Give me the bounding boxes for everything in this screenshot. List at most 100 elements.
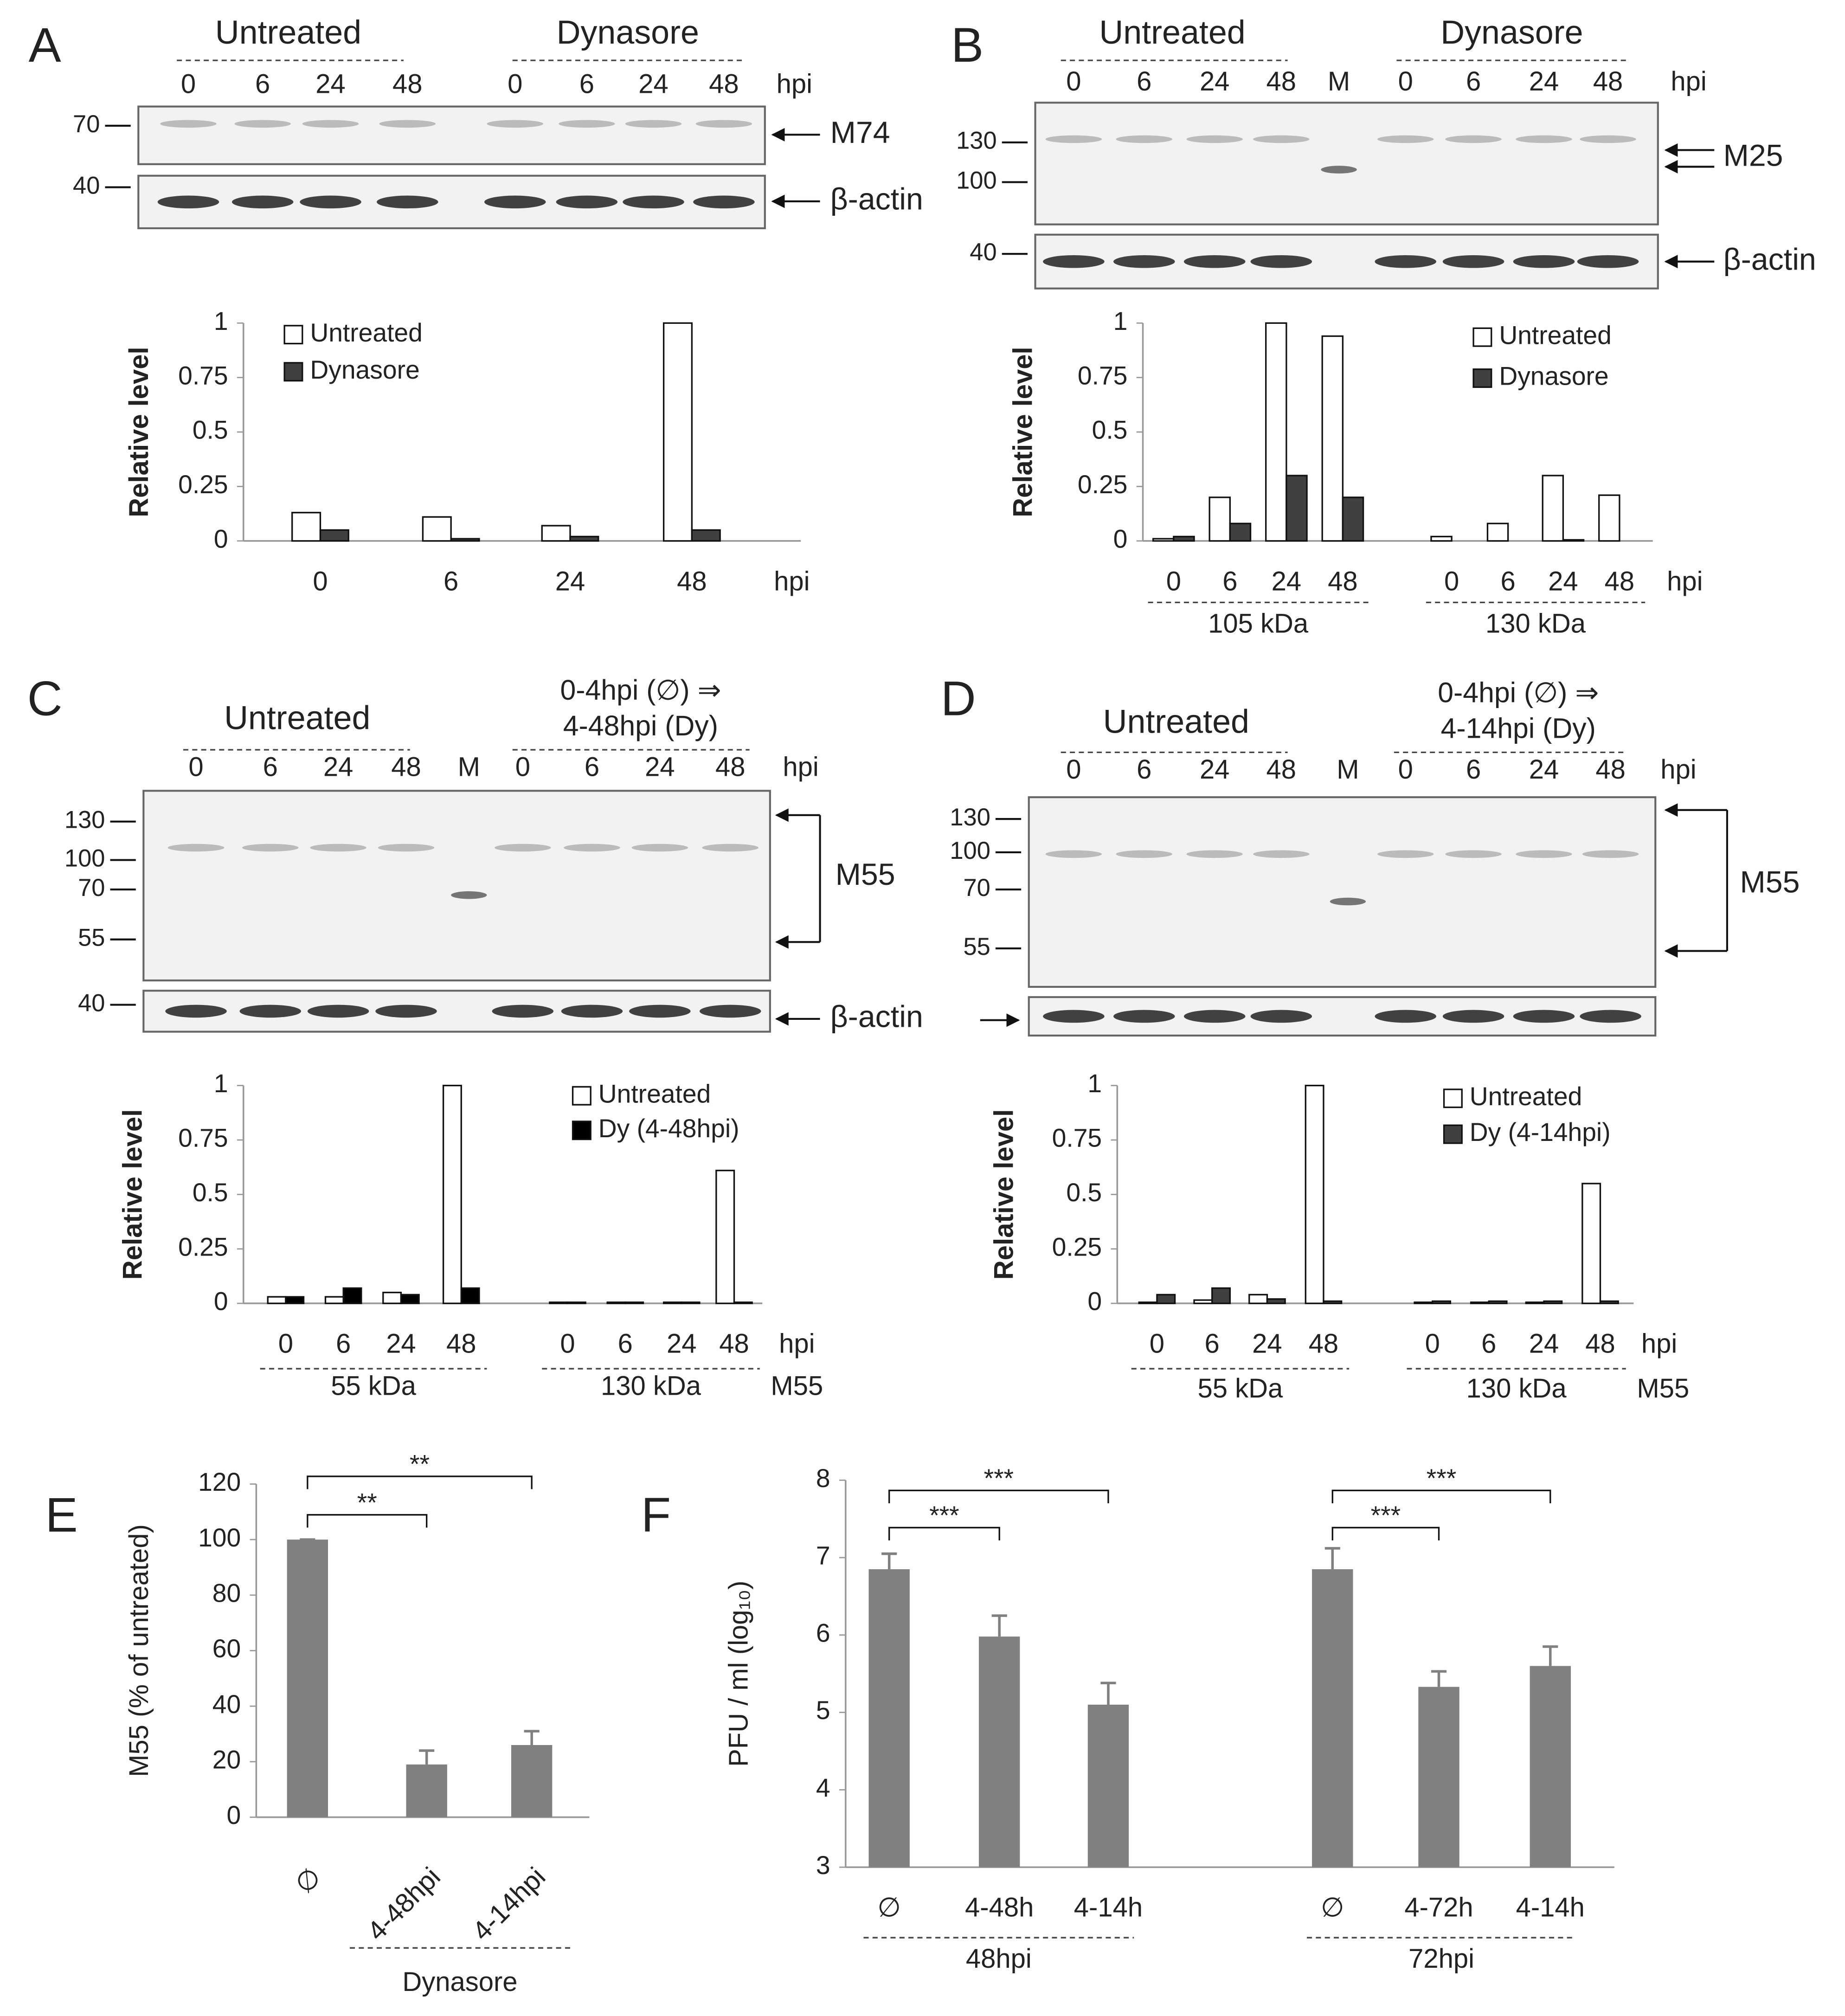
legend-swatch <box>572 1086 591 1106</box>
blot-band <box>1250 1010 1312 1023</box>
bar <box>1211 1287 1231 1304</box>
y-tick-label: 4 <box>816 1773 830 1802</box>
legend-swatch <box>283 325 303 345</box>
y-tick-label: 0.5 <box>193 416 228 444</box>
significance-bracket <box>888 1489 1109 1503</box>
lane-label: 6 <box>263 753 278 782</box>
blot-band <box>1186 135 1243 143</box>
bar <box>324 1296 344 1304</box>
x-tick-label: 6 <box>336 1329 351 1359</box>
group-label: 55 kDa <box>1198 1374 1283 1404</box>
blot-band <box>451 891 487 899</box>
blot-band <box>379 120 436 128</box>
y-tick-label: 20 <box>212 1745 241 1774</box>
bar <box>400 1294 420 1304</box>
bar <box>1193 1299 1213 1304</box>
legend-label: Dynasore <box>310 355 419 384</box>
lane-label: 48 <box>1266 67 1297 97</box>
y-tick-label: 0 <box>1113 524 1128 553</box>
blot-band <box>1516 850 1572 858</box>
band-label: M55 <box>836 857 895 892</box>
bar <box>1562 539 1585 542</box>
bar <box>1418 1687 1459 1868</box>
y-tick-label: 80 <box>212 1578 241 1607</box>
group-label: 55 kDa <box>331 1372 416 1401</box>
blot-strip <box>1034 102 1659 225</box>
lane-label: 48 <box>391 753 421 782</box>
bar <box>1173 535 1195 542</box>
bar <box>450 538 480 542</box>
y-tick-label: 0.75 <box>1078 361 1127 390</box>
legend-swatch <box>1472 368 1492 388</box>
blot-band <box>1375 1010 1436 1023</box>
blot-band <box>165 1005 227 1018</box>
group-label: Dynasore <box>557 14 699 51</box>
y-tick-label: 60 <box>212 1634 241 1663</box>
blot-band <box>1513 255 1575 268</box>
x-tick-label: 24 <box>667 1329 697 1359</box>
blot-strip <box>142 790 771 982</box>
marker-label: 70 <box>78 875 105 902</box>
x-tick-label: 0 <box>1150 1329 1164 1359</box>
y-tick-label: 3 <box>816 1851 830 1880</box>
bar <box>979 1636 1020 1868</box>
lane-label: 24 <box>638 70 669 99</box>
group-label: 105 kDa <box>1208 609 1309 638</box>
lane-unit: hpi <box>777 70 812 99</box>
x-tick-label: 24 <box>1529 1329 1559 1359</box>
lane-label: 48 <box>1266 755 1297 785</box>
blot-band <box>699 1005 761 1018</box>
blot-band <box>1253 135 1310 143</box>
panel-label: B <box>951 18 984 72</box>
x-tick-label: 0 <box>313 567 328 596</box>
bar <box>1321 335 1344 542</box>
bar <box>868 1569 910 1868</box>
group-label: 130 kDa <box>601 1372 701 1401</box>
x-tick-label: 48 <box>677 567 707 596</box>
y-tick-label: 0.25 <box>178 470 228 499</box>
bar <box>460 1287 480 1304</box>
bar <box>1152 538 1175 542</box>
panel-label: C <box>27 672 63 726</box>
y-tick-label: 120 <box>198 1468 241 1496</box>
blot-band <box>702 844 759 852</box>
x-tick-label: 6 <box>1501 567 1516 596</box>
marker-label: 100 <box>950 837 990 864</box>
y-tick-label: 0 <box>1087 1287 1102 1316</box>
blot-band <box>1516 135 1572 143</box>
bar <box>1248 1294 1268 1304</box>
group-label: Untreated <box>224 699 370 736</box>
bar <box>1543 1300 1563 1304</box>
error-bar <box>1543 1645 1558 1666</box>
blot-band <box>1183 255 1246 268</box>
bar <box>1599 1300 1619 1304</box>
y-tick-label: 8 <box>816 1464 830 1493</box>
blot-band <box>1513 1010 1575 1023</box>
blot-band <box>492 1005 554 1018</box>
bar <box>1229 522 1252 542</box>
blot-band <box>695 120 752 128</box>
bar <box>382 1291 402 1304</box>
marker-label: 70 <box>964 875 990 902</box>
marker-label: 55 <box>78 925 105 952</box>
bar <box>287 1539 328 1817</box>
blot-band <box>1043 1010 1105 1023</box>
blot-band <box>495 844 551 852</box>
y-tick-label: 0 <box>214 524 228 553</box>
blot-band <box>625 120 682 128</box>
blot-band <box>239 1005 302 1018</box>
panel-label: E <box>45 1488 78 1542</box>
lane-label: 24 <box>1200 755 1230 785</box>
bar <box>442 1084 462 1304</box>
lane-unit: hpi <box>1671 67 1706 97</box>
legend-swatch <box>572 1121 591 1140</box>
significance-label: *** <box>1427 1464 1456 1493</box>
lane-label: M <box>1337 755 1359 785</box>
blot-band <box>1442 1010 1504 1023</box>
y-tick-label: 1 <box>1087 1069 1102 1098</box>
blot-band <box>310 844 366 852</box>
x-tick-label: 24 <box>1272 567 1302 596</box>
bar <box>606 1301 626 1304</box>
x-tick-label: 24 <box>386 1329 416 1359</box>
blot-band <box>157 195 219 209</box>
